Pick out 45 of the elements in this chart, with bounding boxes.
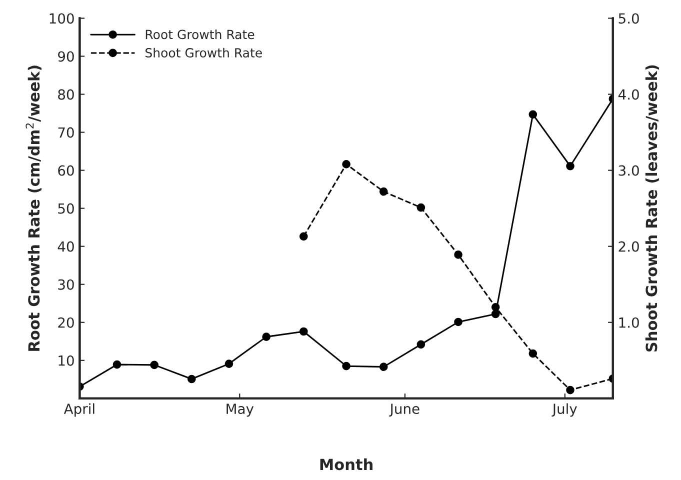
point: [491, 310, 500, 318]
point: [454, 318, 462, 326]
x-tick-label: April: [64, 403, 94, 417]
y-tick-label: 40: [58, 241, 74, 252]
point: [379, 187, 388, 196]
y-tick-label: 80: [58, 89, 74, 100]
point: [566, 386, 574, 394]
y2-axis-title: Shoot Growth Rate (leaves/week): [645, 65, 660, 352]
point: [187, 374, 196, 384]
y-tick-label: 70: [58, 127, 74, 138]
y2-tick-label: 4.0: [618, 89, 639, 100]
point: [342, 160, 350, 168]
point: [416, 340, 426, 349]
legend-label: Shoot Growth Rate: [146, 48, 262, 58]
y2-tick-label: 2.0: [618, 241, 639, 252]
legend-label: Root Growth Rate: [146, 29, 254, 40]
x-tick-label: July: [552, 403, 577, 417]
point: [491, 302, 500, 312]
point: [112, 360, 122, 369]
y-axis-title: Root Growth Rate (cm/dm$^{2}$/week): [26, 66, 42, 351]
point: [528, 110, 538, 119]
y-tick-label: 60: [58, 165, 74, 176]
y-tick-label: 50: [58, 203, 74, 214]
y2-tick-label: 5.0: [618, 13, 639, 24]
x-axis-title: Month: [320, 458, 372, 470]
y-tick-label: 30: [58, 279, 74, 290]
point: [224, 360, 234, 368]
y2-tick-label: 3.0: [618, 165, 639, 176]
x-tick-label: May: [226, 404, 254, 417]
y-tick-label: 20: [58, 317, 74, 328]
point: [528, 349, 538, 358]
point: [454, 250, 462, 259]
point: [299, 232, 308, 241]
point: [379, 362, 388, 372]
point: [416, 203, 426, 212]
y-tick-label: 10: [58, 355, 74, 366]
point: [342, 362, 350, 370]
point: [299, 327, 308, 336]
y-tick-label: 100: [50, 13, 74, 24]
y-tick-label: 90: [58, 51, 74, 62]
point: [262, 332, 270, 341]
point: [150, 360, 158, 370]
y2-tick-label: 1.0: [619, 317, 639, 328]
point: [566, 162, 574, 170]
x-tick-label: June: [389, 404, 420, 417]
